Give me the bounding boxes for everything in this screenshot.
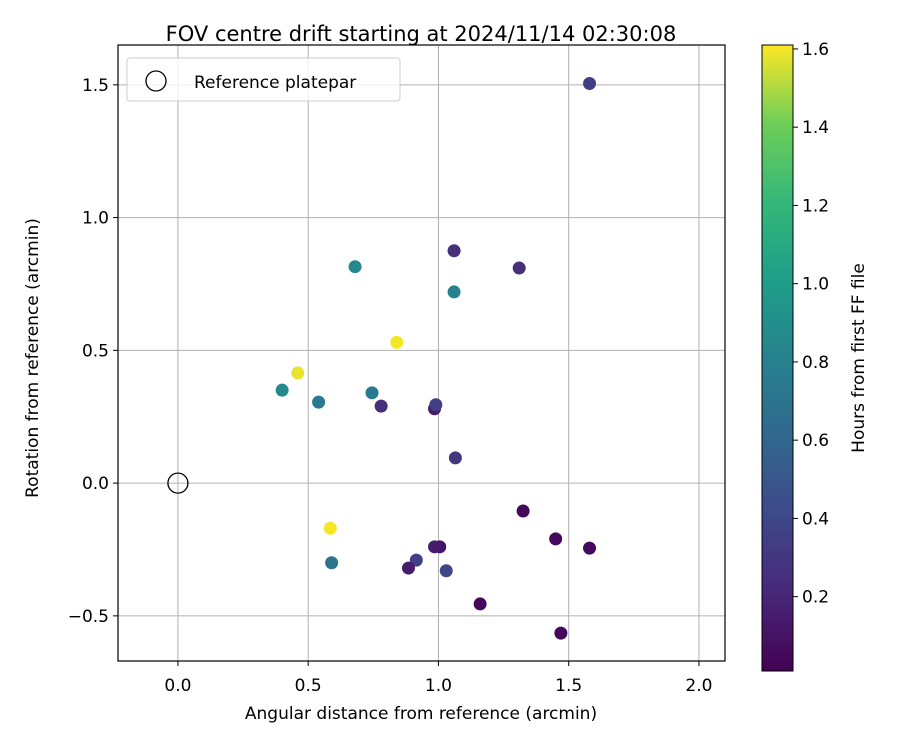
y-axis-ticks: −0.5 0.0 0.5 1.0 1.5 xyxy=(68,76,118,627)
y-tick-label: −0.5 xyxy=(68,607,109,627)
reference-marker-group xyxy=(167,472,189,494)
x-tick-label: 2.0 xyxy=(685,676,712,696)
data-point xyxy=(401,561,415,575)
legend-label-reference-platepar: Reference platepar xyxy=(194,73,356,93)
colorbar-tick-label: 1.2 xyxy=(802,196,829,216)
x-tick-label: 0.5 xyxy=(295,676,322,696)
colorbar-tick-label: 0.6 xyxy=(802,431,829,451)
colorbar-tick-label: 0.8 xyxy=(802,353,829,373)
data-point xyxy=(473,597,487,611)
x-axis-ticks: 0.0 0.5 1.0 1.5 2.0 xyxy=(164,661,712,696)
grid-lines xyxy=(118,45,725,661)
data-point xyxy=(390,335,404,349)
legend-reference-marker xyxy=(145,70,167,92)
colorbar-label: Hours from first FF file xyxy=(849,263,869,453)
data-point xyxy=(583,77,597,90)
y-tick-label: 0.5 xyxy=(82,341,109,361)
data-point xyxy=(323,521,337,535)
y-axis-label: Rotation from reference (arcmin) xyxy=(23,218,43,498)
data-point xyxy=(275,383,289,397)
data-point xyxy=(409,553,423,567)
colorbar-ticks: 0.2 0.4 0.6 0.8 1.0 1.2 1.4 1.6 xyxy=(793,40,829,608)
colorbar-tick-label: 0.2 xyxy=(802,588,829,608)
colorbar: 0.2 0.4 0.6 0.8 1.0 1.2 1.4 1.6 Hours from firs… xyxy=(761,40,869,672)
data-point xyxy=(348,260,362,274)
data-point xyxy=(365,386,379,400)
data-point xyxy=(516,504,530,518)
colorbar-tick-label: 1.0 xyxy=(802,275,829,295)
colorbar-tick-label: 1.6 xyxy=(802,40,829,60)
data-point xyxy=(583,541,597,555)
data-point xyxy=(429,398,443,412)
data-point xyxy=(554,626,568,640)
x-tick-label: 1.0 xyxy=(425,676,452,696)
data-point xyxy=(428,540,442,554)
data-point xyxy=(447,244,461,258)
data-point xyxy=(549,532,563,546)
x-tick-label: 0.0 xyxy=(164,676,191,696)
y-tick-label: 0.0 xyxy=(82,474,109,494)
legend-box xyxy=(126,57,401,102)
data-point xyxy=(325,556,339,570)
chart-title: FOV centre drift starting at 2024/11/14 … xyxy=(166,22,677,46)
plot-frame xyxy=(117,44,726,662)
data-point xyxy=(374,399,388,413)
data-point xyxy=(447,285,461,299)
plot-area xyxy=(118,45,725,661)
data-point xyxy=(512,261,526,275)
data-points xyxy=(275,77,597,640)
y-tick-label: 1.5 xyxy=(82,76,109,96)
y-tick-label: 1.0 xyxy=(82,209,109,229)
colorbar-tick-label: 1.4 xyxy=(802,118,829,138)
x-axis-label: Angular distance from reference (arcmin) xyxy=(245,704,597,724)
data-point xyxy=(291,366,305,380)
legend: Reference platepar xyxy=(126,57,401,102)
colorbar-gradient xyxy=(761,44,794,672)
x-tick-label: 1.5 xyxy=(555,676,582,696)
data-point xyxy=(439,564,453,578)
colorbar-tick-label: 0.4 xyxy=(802,509,829,529)
data-point xyxy=(448,451,462,465)
reference-platepar-marker xyxy=(167,472,189,494)
data-point xyxy=(312,395,326,409)
